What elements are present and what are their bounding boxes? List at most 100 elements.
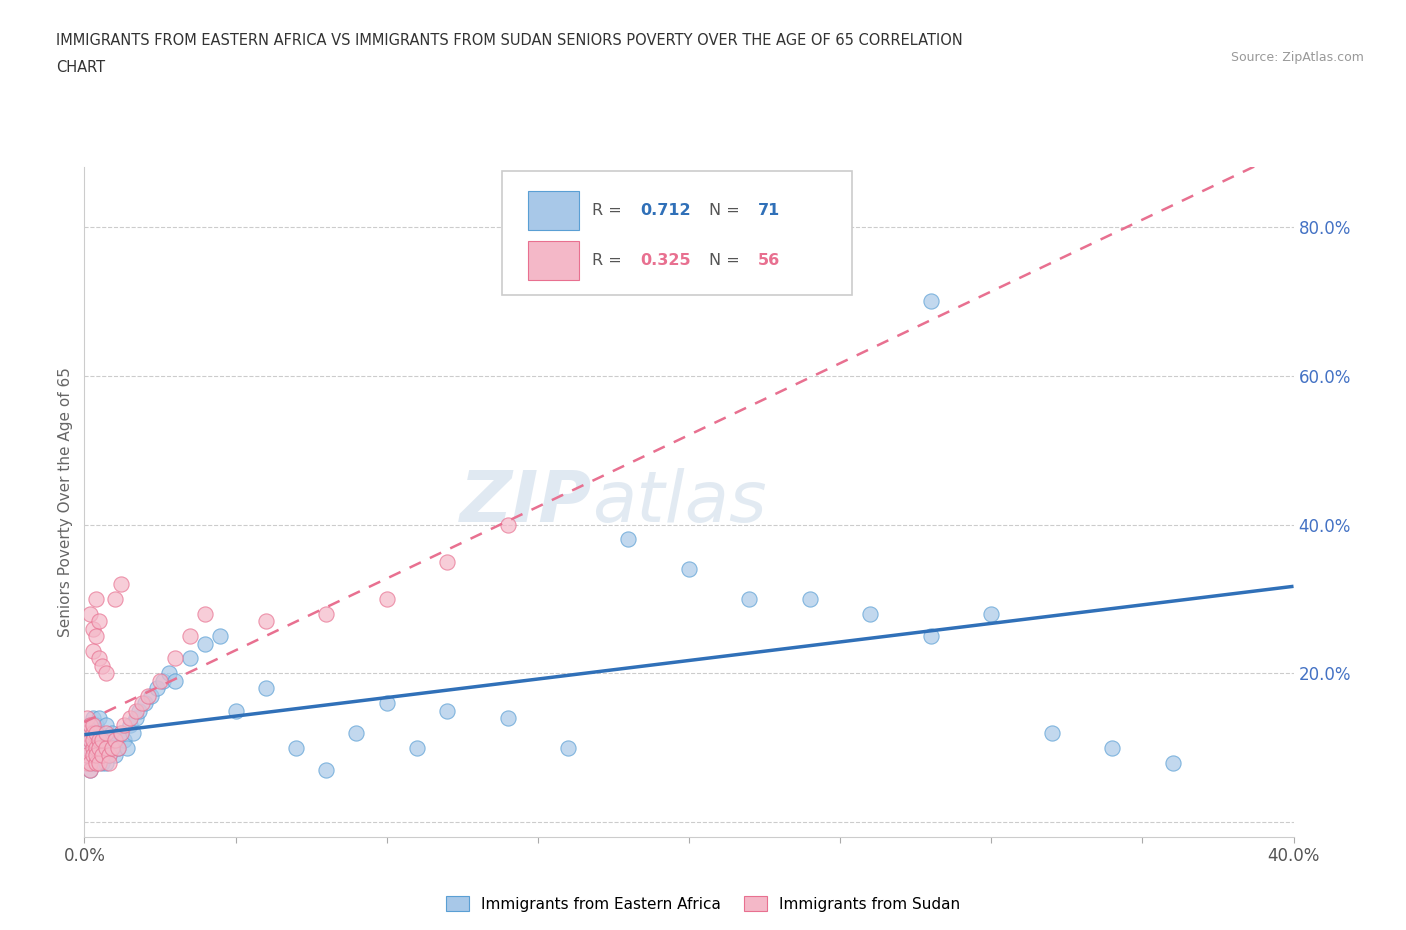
Point: [89, 725, 111, 740]
Point: [91, 755, 114, 770]
Point: [82, 733, 104, 748]
Point: [920, 294, 942, 309]
Point: [121, 725, 143, 740]
Point: [79, 733, 101, 748]
Point: [86, 591, 108, 606]
Text: R =: R =: [592, 203, 627, 218]
Point: [91, 733, 114, 748]
Point: [82, 644, 104, 658]
Point: [86, 740, 108, 755]
Text: 71: 71: [758, 203, 780, 218]
Point: [89, 740, 111, 755]
Point: [254, 614, 277, 629]
Point: [76, 740, 98, 755]
Point: [91, 733, 114, 748]
Point: [94, 755, 117, 770]
Point: [100, 740, 122, 755]
Point: [86, 755, 108, 770]
Point: [94, 740, 117, 755]
Point: [375, 696, 398, 711]
Point: [97, 733, 120, 748]
Point: [284, 740, 308, 755]
Point: [1161, 755, 1184, 770]
Point: [107, 740, 129, 755]
Point: [89, 733, 111, 748]
Point: [617, 532, 640, 547]
Point: [157, 666, 180, 681]
Point: [79, 755, 101, 770]
Text: N =: N =: [710, 253, 745, 268]
Legend: Immigrants from Eastern Africa, Immigrants from Sudan: Immigrants from Eastern Africa, Immigran…: [440, 890, 966, 918]
Text: 0.712: 0.712: [641, 203, 692, 218]
Point: [89, 651, 111, 666]
Point: [86, 755, 108, 770]
Point: [79, 718, 101, 733]
Point: [79, 748, 101, 763]
Point: [86, 725, 108, 740]
Point: [136, 688, 159, 703]
Point: [1101, 740, 1123, 755]
Point: [254, 681, 277, 696]
Point: [89, 711, 111, 725]
Point: [107, 740, 129, 755]
Point: [496, 711, 519, 725]
Point: [799, 591, 821, 606]
Point: [149, 673, 172, 688]
Point: [79, 763, 101, 777]
Point: [97, 748, 120, 763]
Text: 0.325: 0.325: [641, 253, 692, 268]
Text: IMMIGRANTS FROM EASTERN AFRICA VS IMMIGRANTS FROM SUDAN SENIORS POVERTY OVER THE: IMMIGRANTS FROM EASTERN AFRICA VS IMMIGR…: [56, 33, 963, 47]
Point: [315, 763, 337, 777]
Point: [76, 748, 98, 763]
Point: [86, 718, 108, 733]
Point: [163, 651, 186, 666]
Point: [152, 673, 174, 688]
Point: [89, 748, 111, 763]
Point: [82, 755, 104, 770]
Point: [375, 591, 398, 606]
Point: [112, 718, 135, 733]
Point: [131, 696, 153, 711]
Point: [76, 755, 98, 770]
Point: [82, 621, 104, 636]
Point: [79, 733, 101, 748]
Point: [86, 733, 108, 748]
Text: N =: N =: [710, 203, 745, 218]
Point: [225, 703, 247, 718]
Point: [110, 577, 132, 591]
Point: [82, 748, 104, 763]
Y-axis label: Seniors Poverty Over the Age of 65: Seniors Poverty Over the Age of 65: [58, 367, 73, 637]
Point: [82, 740, 104, 755]
Point: [436, 554, 458, 569]
Point: [125, 711, 148, 725]
Point: [89, 755, 111, 770]
Text: Source: ZipAtlas.com: Source: ZipAtlas.com: [1230, 51, 1364, 64]
Point: [76, 711, 98, 725]
Point: [79, 740, 101, 755]
Point: [82, 711, 104, 725]
Point: [94, 740, 117, 755]
Point: [104, 733, 127, 748]
Point: [82, 718, 104, 733]
Point: [91, 748, 114, 763]
Point: [79, 606, 101, 621]
Point: [91, 748, 114, 763]
Point: [104, 591, 127, 606]
Point: [980, 606, 1002, 621]
Point: [110, 725, 132, 740]
Point: [315, 606, 337, 621]
Text: 56: 56: [758, 253, 780, 268]
Point: [79, 718, 101, 733]
Point: [112, 733, 135, 748]
Point: [76, 755, 98, 770]
Point: [89, 614, 111, 629]
Point: [139, 688, 162, 703]
Point: [89, 740, 111, 755]
Point: [194, 636, 217, 651]
Point: [209, 629, 232, 644]
Text: ZIP: ZIP: [460, 468, 592, 537]
Point: [346, 725, 368, 740]
FancyBboxPatch shape: [502, 171, 852, 295]
Point: [406, 740, 429, 755]
Point: [163, 673, 186, 688]
